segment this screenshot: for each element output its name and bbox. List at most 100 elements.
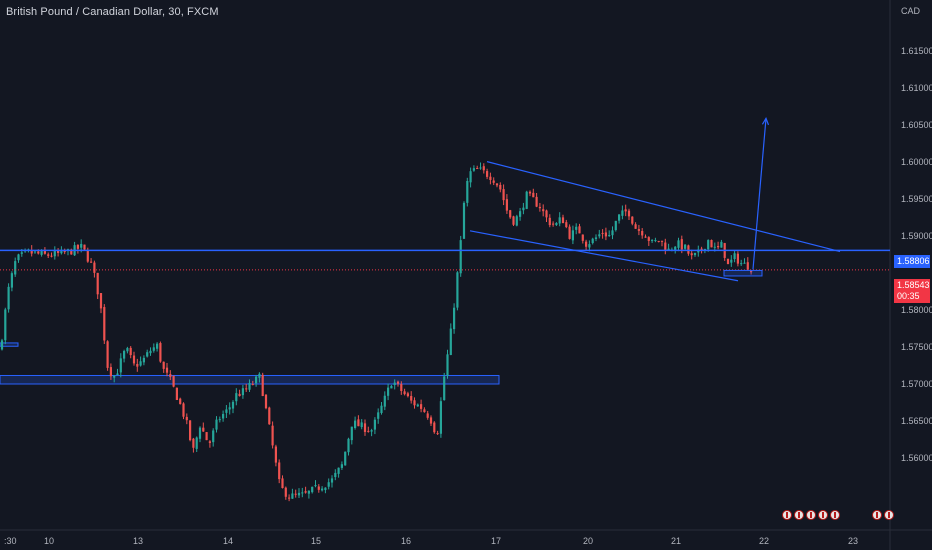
candle-body [297, 492, 301, 496]
candle-body [86, 250, 89, 262]
candle-body [641, 231, 644, 236]
candle-body [37, 251, 40, 254]
y-tick-label: 1.56000 [901, 453, 932, 463]
candle-body [139, 361, 142, 366]
current-price-value: 1.58543 [897, 280, 930, 290]
candle-body [674, 246, 677, 251]
candle-body [423, 409, 426, 413]
candle-body [14, 261, 17, 275]
candle-body [743, 262, 746, 264]
x-tick-label: 23 [848, 536, 858, 546]
event-flags-1[interactable] [782, 510, 804, 520]
candle-body [585, 241, 588, 247]
candle-body [469, 171, 472, 183]
candle-body [96, 272, 99, 295]
candle-body [528, 191, 532, 194]
candle-body [647, 237, 650, 241]
uk-flag-icon[interactable] [872, 510, 882, 520]
candle-body [621, 210, 624, 216]
event-flags-3[interactable] [872, 510, 894, 520]
plot-area[interactable] [0, 0, 890, 530]
uk-flag-icon[interactable] [806, 510, 816, 520]
entry-zone[interactable] [723, 269, 763, 277]
uk-flag-icon[interactable] [830, 510, 840, 520]
candle-body [449, 328, 452, 355]
channel-lower-line[interactable] [469, 230, 739, 282]
candle-body [360, 422, 363, 428]
candle-body [542, 209, 545, 212]
uk-flag-icon[interactable] [884, 510, 894, 520]
candle-body [588, 244, 591, 248]
x-tick-label: 13 [133, 536, 143, 546]
candle-body [436, 433, 439, 435]
candle-body [149, 350, 152, 354]
candle-body [156, 343, 159, 349]
candle-body [660, 240, 664, 242]
uk-flag-icon[interactable] [782, 510, 792, 520]
candle-body [637, 229, 640, 231]
uk-flag-icon[interactable] [818, 510, 828, 520]
candle-body [324, 487, 327, 490]
candle-body [693, 252, 697, 256]
candle-body [627, 210, 631, 217]
candle-body [561, 217, 565, 224]
candle-body [558, 217, 561, 224]
candle-body [515, 216, 518, 226]
candle-body [225, 409, 228, 413]
candle-body [70, 249, 73, 255]
channel-upper-line[interactable] [486, 161, 841, 253]
candle-body [717, 246, 720, 248]
y-tick-label: 1.57500 [901, 342, 932, 352]
candle-body [568, 226, 571, 239]
candle-body [40, 251, 43, 255]
candle-body [251, 383, 254, 385]
candle-body [519, 211, 522, 217]
resistance-price-tag: 1.58806 [894, 255, 930, 268]
candle-body [311, 486, 314, 493]
candle-body [172, 375, 175, 387]
candle-body [387, 387, 390, 396]
candle-body [119, 358, 122, 373]
candle-body [377, 412, 380, 419]
candle-body [548, 217, 551, 226]
candle-body [420, 404, 423, 409]
y-tick-label: 1.57000 [901, 379, 932, 389]
candle-body [99, 293, 103, 309]
candle-body [288, 497, 291, 499]
candle-body [109, 367, 112, 377]
candle-body [575, 226, 578, 230]
candle-body [710, 239, 713, 248]
candle-body [347, 438, 350, 453]
candle-body [522, 207, 525, 211]
candle-body [509, 210, 512, 218]
candle-body [136, 363, 139, 367]
candle-body [327, 482, 330, 487]
candle-body [182, 403, 185, 417]
projection-arrow[interactable] [752, 118, 767, 270]
candle-body [205, 432, 208, 441]
candle-body [291, 493, 294, 499]
uk-flag-icon[interactable] [794, 510, 804, 520]
candle-body [231, 401, 235, 409]
candle-body [502, 189, 505, 201]
candle-body [60, 249, 63, 254]
candle-body [396, 381, 400, 384]
symbol-title[interactable]: British Pound / Canadian Dollar, 30, FXC… [6, 6, 219, 18]
candle-body [20, 252, 23, 254]
candle-body [611, 230, 614, 236]
candle-body [241, 388, 244, 396]
candle-body [479, 167, 482, 169]
candle-body [746, 262, 749, 270]
candle-body [126, 348, 129, 352]
candle-body [261, 374, 264, 397]
candle-body [486, 171, 489, 177]
candle-body [307, 490, 310, 494]
candle-body [383, 395, 386, 407]
candle-body [578, 226, 581, 234]
candle-body [433, 422, 436, 433]
event-flags-2[interactable] [806, 510, 840, 520]
small-zone[interactable] [0, 342, 19, 347]
candle-body [123, 350, 126, 359]
